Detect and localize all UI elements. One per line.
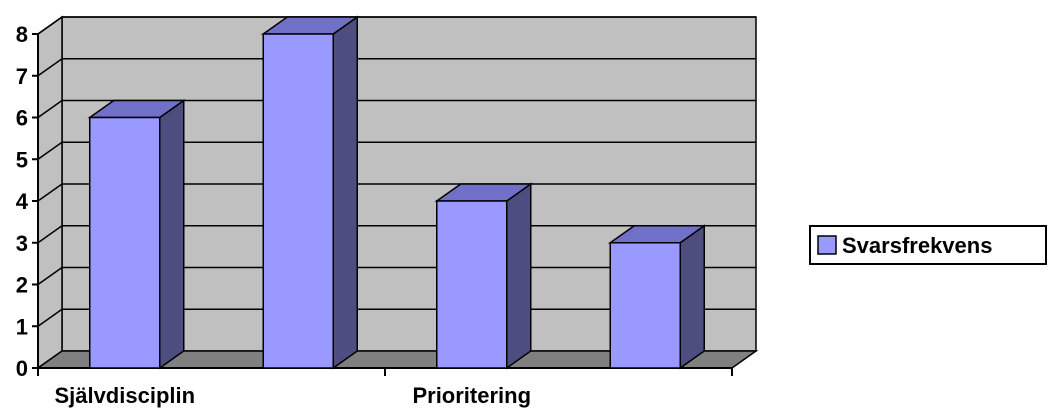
bar — [434, 182, 534, 370]
y-tick-label: 7 — [16, 64, 28, 89]
bar-front — [436, 200, 508, 369]
y-tick-label: 6 — [16, 106, 28, 131]
bar-side — [679, 224, 705, 370]
gridline — [37, 99, 756, 119]
legend-box — [809, 225, 1047, 265]
bar — [260, 15, 360, 370]
y-tick-label: 0 — [16, 356, 28, 381]
y-tick-label: 2 — [16, 273, 28, 298]
bar-front — [89, 116, 161, 369]
y-tick-label: 8 — [16, 22, 28, 47]
y-tick-label: 5 — [16, 147, 28, 172]
category-label: Självdisciplin — [54, 383, 195, 408]
y-tick-label: 1 — [16, 314, 28, 339]
gridline — [37, 141, 756, 160]
legend: Svarsfrekvens — [809, 225, 1047, 265]
y-tick-label: 4 — [16, 189, 29, 214]
y-tick-label: 3 — [16, 231, 28, 256]
bars — [87, 15, 707, 370]
legend-label: Svarsfrekvens — [842, 233, 992, 258]
bar-front — [262, 33, 334, 369]
bar-side — [506, 182, 532, 370]
bar — [607, 224, 707, 370]
labels: 0 1 2 3 4 5 6 7 8 Självdisciplin Prioritering — [16, 22, 531, 408]
bar-front — [609, 242, 681, 369]
bar-side — [159, 99, 185, 370]
bar-side — [332, 15, 358, 370]
gridline — [37, 16, 756, 35]
gridline — [37, 58, 756, 77]
bar — [87, 99, 187, 370]
legend-swatch — [817, 235, 837, 255]
category-label: Prioritering — [412, 383, 531, 408]
